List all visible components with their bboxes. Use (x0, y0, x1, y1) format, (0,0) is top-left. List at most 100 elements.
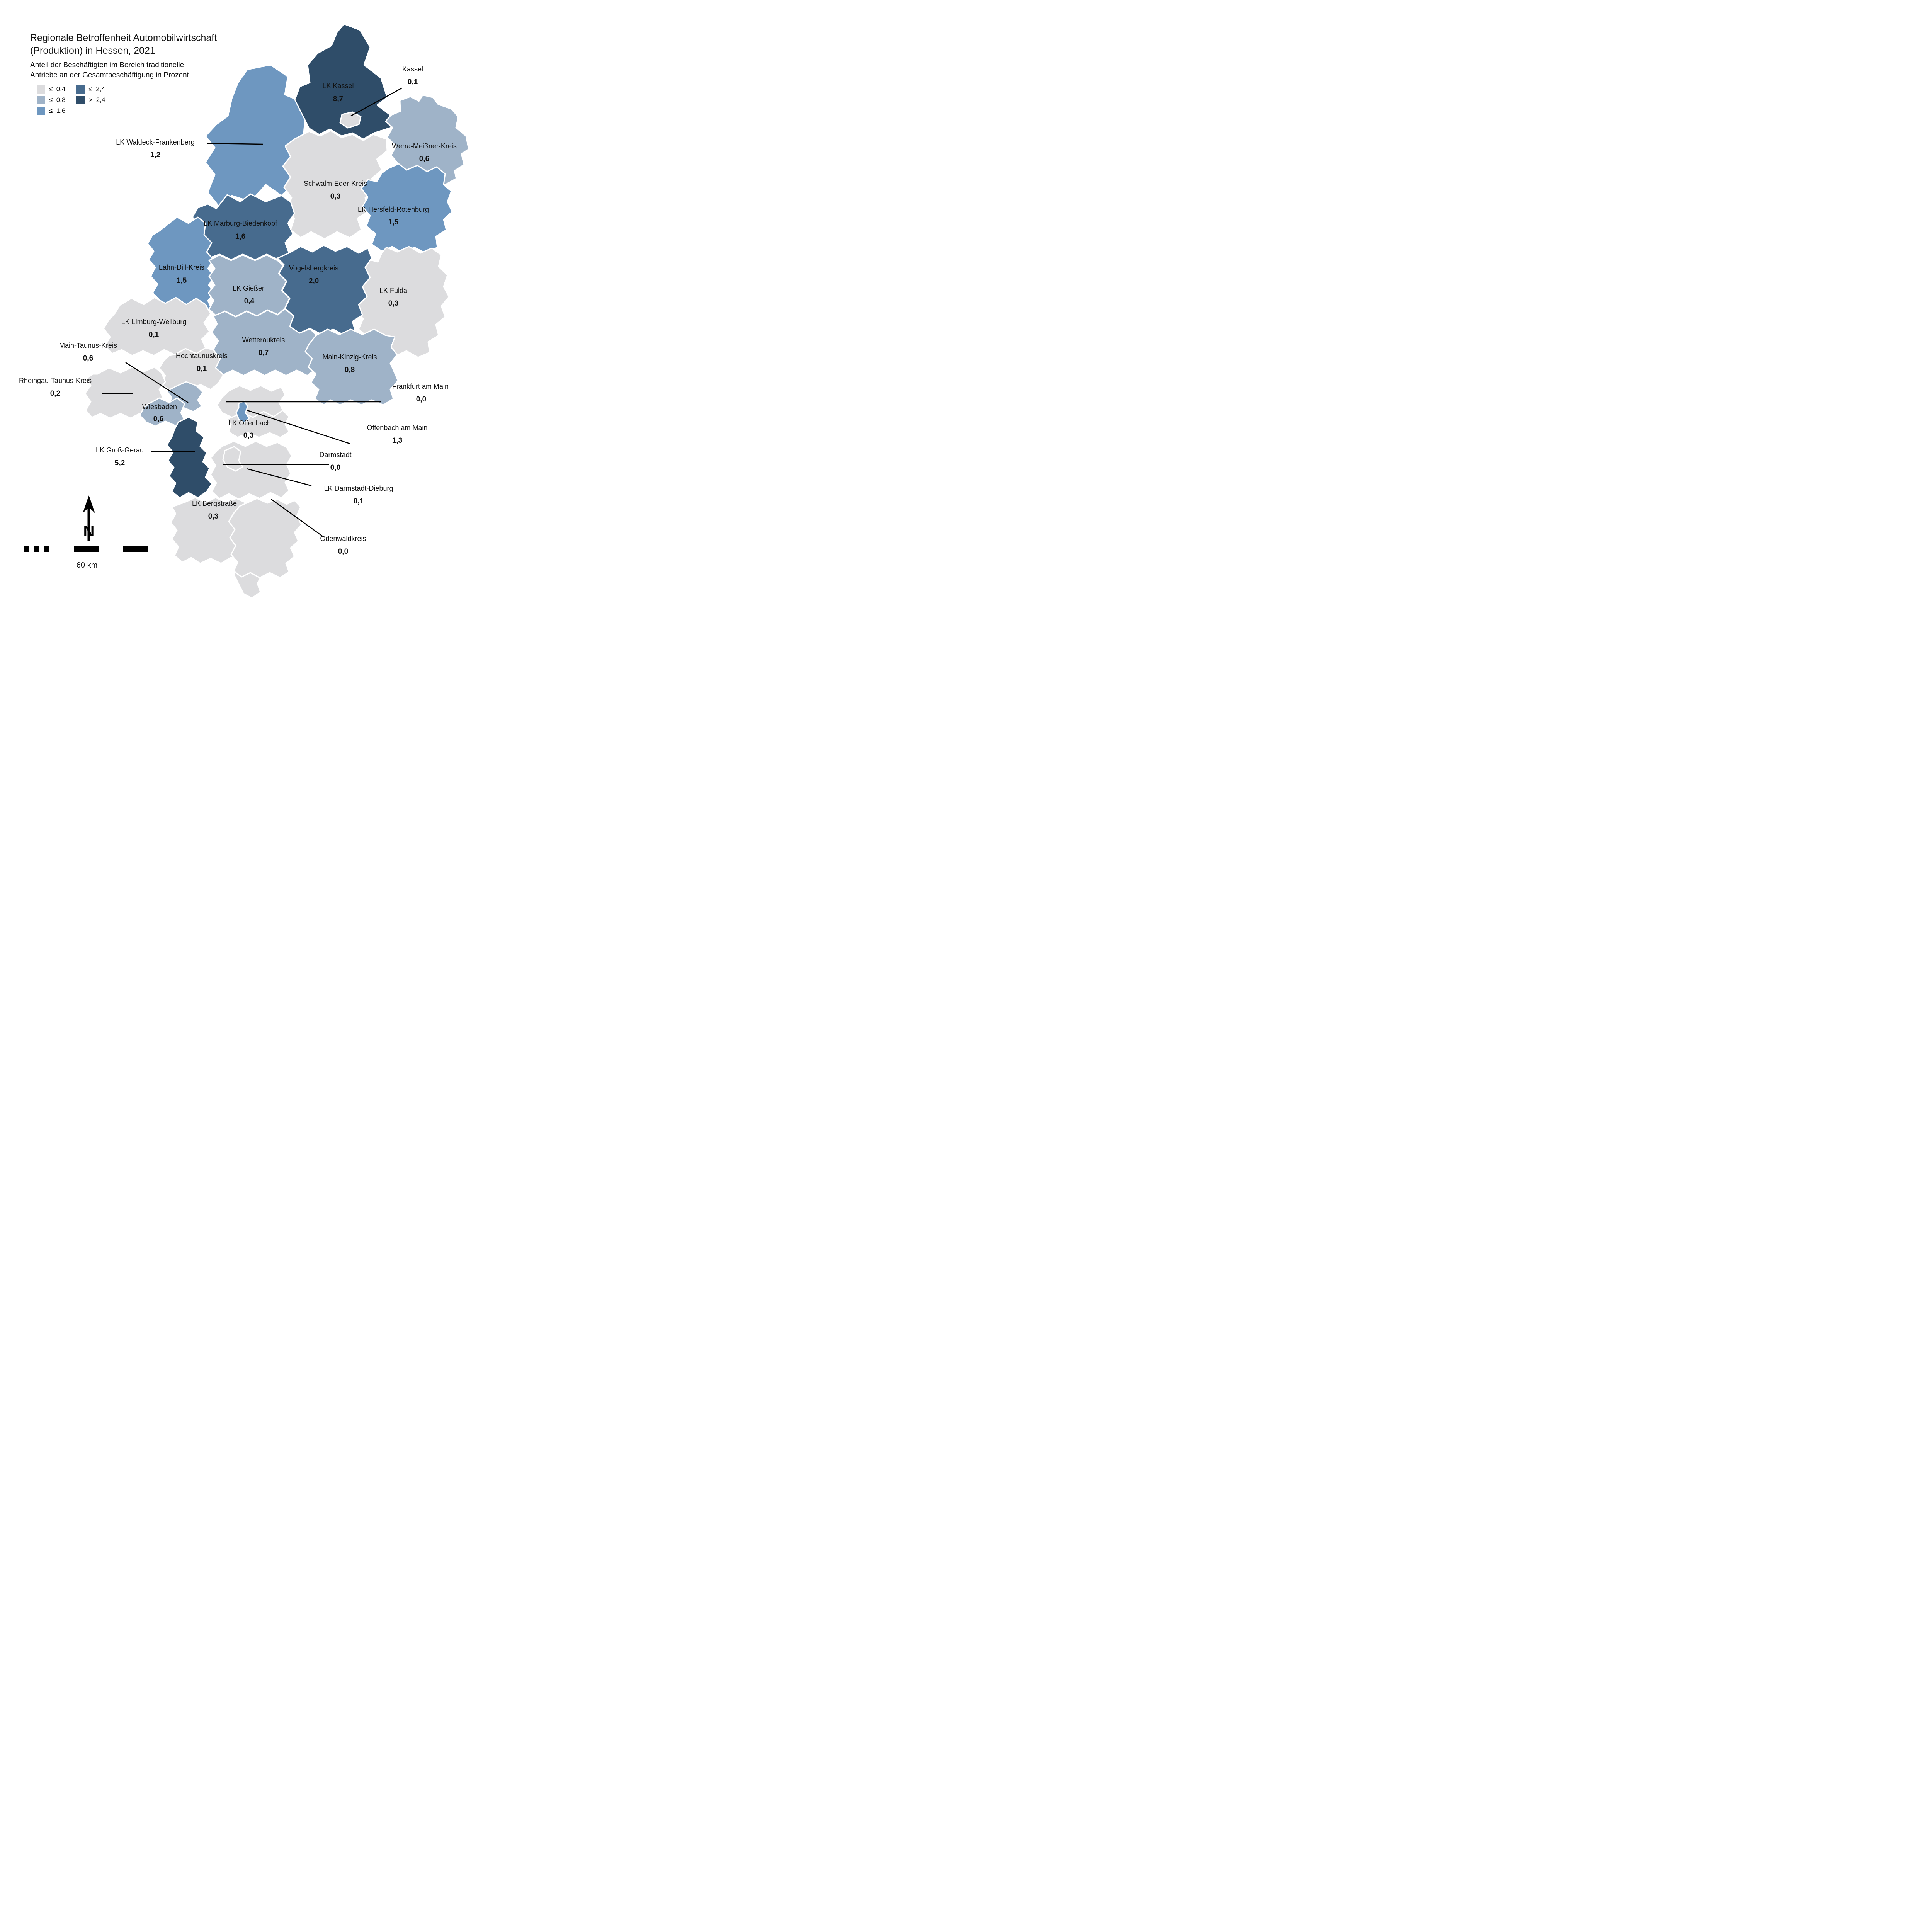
value-wetterau: 0,7 (259, 349, 269, 357)
label-marburg-biedenkopf: LK Marburg-Biedenkopf (204, 219, 277, 227)
leader-line-main-taunus (125, 362, 189, 403)
legend-item: ≤ 0,8 (37, 96, 65, 104)
district-main-kinzig (304, 328, 399, 406)
scale-bar-segment (24, 546, 29, 552)
scale-bar-segment (34, 546, 39, 552)
district-werra-meissner (385, 94, 469, 185)
label-limburg-weilburg: LK Limburg-Weilburg (121, 318, 187, 326)
leader-line-odenwald (271, 498, 324, 538)
page-title: Regionale Betroffenheit Automobilwirtsch… (30, 32, 217, 57)
legend-label-le-2-4: ≤ 2,4 (88, 85, 105, 93)
label-darmstadt-dieburg: LK Darmstadt-Dieburg (324, 485, 393, 492)
label-offenbach-stadt: Offenbach am Main (367, 424, 428, 432)
label-lk-kassel: LK Kassel (322, 82, 354, 90)
label-bergstrasse: LK Bergstraße (192, 500, 237, 507)
value-kassel-stadt: 0,1 (408, 78, 418, 86)
label-fulda: LK Fulda (379, 287, 408, 294)
label-lk-offenbach: LK Offenbach (228, 419, 271, 427)
value-hochtaunus: 0,1 (197, 365, 207, 373)
label-rheingau-taunus: Rheingau-Taunus-Kreis (19, 377, 92, 384)
scale-bar-segment (44, 546, 49, 552)
legend-item: > 2,4 (76, 96, 105, 104)
value-odenwald: 0,0 (338, 548, 348, 556)
value-lk-kassel: 8,7 (333, 95, 343, 103)
district-hochtaunus (158, 347, 224, 391)
legend-label-le-0-4: ≤ 0,4 (49, 85, 66, 93)
legend-swatch-gt-2-4 (76, 96, 85, 104)
value-frankfurt: 0,0 (416, 395, 426, 403)
legend-swatch-le-0-8 (37, 96, 45, 104)
legend-item: ≤ 2,4 (76, 85, 105, 94)
legend-swatch-le-2-4 (76, 85, 85, 94)
leader-line-kassel-stadt (350, 87, 402, 117)
leader-line-offenbach-stadt (247, 410, 350, 444)
value-darmstadt-stadt: 0,0 (330, 464, 340, 472)
district-lk-kassel (294, 23, 392, 140)
district-odenwald (228, 498, 302, 578)
value-main-taunus: 0,6 (83, 354, 93, 362)
legend-label-le-0-8: ≤ 0,8 (49, 96, 66, 104)
value-fulda: 0,3 (388, 299, 398, 308)
scale-bar-segment (123, 546, 148, 552)
value-offenbach-stadt: 1,3 (392, 437, 402, 445)
value-bergstrasse: 0,3 (208, 512, 218, 520)
district-schwalm-eder (282, 130, 388, 240)
label-waldeck-frankenberg: LK Waldeck-Frankenberg (116, 138, 194, 146)
label-main-taunus: Main-Taunus-Kreis (59, 342, 117, 349)
value-schwalm-eder: 0,3 (330, 192, 340, 201)
label-lahn-dill: Lahn-Dill-Kreis (159, 264, 204, 271)
value-rheingau-taunus: 0,2 (50, 389, 60, 398)
north-arrow-head (83, 495, 95, 513)
label-werra-meissner: Werra-Meißner-Kreis (392, 142, 457, 150)
label-darmstadt-stadt: Darmstadt (319, 451, 351, 459)
label-hochtaunus: Hochtaunuskreis (176, 352, 228, 360)
title-line-2: (Produktion) in Hessen, 2021 (30, 45, 155, 56)
leader-line-darmstadt-dieburg (246, 468, 312, 486)
scale-bar-label: 60 km (77, 561, 97, 570)
value-hersfeld-rotenburg: 1,5 (388, 218, 399, 226)
label-hersfeld-rotenburg: LK Hersfeld-Rotenburg (358, 206, 429, 213)
legend-swatch-le-0-4 (37, 85, 45, 94)
label-vogelsberg: Vogelsbergkreis (289, 264, 338, 272)
value-lk-offenbach: 0,3 (243, 432, 253, 440)
value-limburg-weilburg: 0,1 (149, 331, 159, 339)
label-wetterau: Wetteraukreis (242, 336, 285, 344)
north-arrow: N (83, 495, 95, 541)
title-line-1: Regionale Betroffenheit Automobilwirtsch… (30, 32, 217, 43)
scale-bar-segment (74, 546, 99, 552)
legend: ≤ 0,4 ≤ 0,8 ≤ 1,6 ≤ 2,4 > 2,4 (37, 85, 105, 115)
district-limburg-weilburg (103, 297, 211, 356)
legend-swatch-le-1-6 (37, 107, 45, 115)
value-vogelsberg: 2,0 (309, 277, 319, 285)
label-main-kinzig: Main-Kinzig-Kreis (322, 353, 377, 361)
value-giessen: 0,4 (244, 297, 255, 305)
district-gross-gerau (166, 417, 213, 498)
subtitle-line-2: Antriebe an der Gesamtbeschäftigung in P… (30, 71, 189, 79)
label-giessen: LK Gießen (233, 284, 266, 292)
district-offenbach-stadt (235, 400, 250, 424)
subtitle-line-1: Anteil der Beschäftigten im Bereich trad… (30, 61, 184, 69)
label-frankfurt: Frankfurt am Main (392, 383, 449, 390)
value-gross-gerau: 5,2 (115, 459, 125, 467)
label-wiesbaden: Wiesbaden (142, 403, 177, 411)
label-odenwald: Odenwaldkreis (320, 535, 366, 543)
legend-item: ≤ 1,6 (37, 107, 65, 115)
value-wiesbaden: 0,6 (153, 415, 163, 423)
value-werra-meissner: 0,6 (419, 155, 429, 163)
value-lahn-dill: 1,5 (177, 277, 187, 285)
hessen-choropleth-map: LK Kassel 8,7 Werra-Meißner-Kreis 0,6 Sc… (19, 23, 469, 599)
value-darmstadt-dieburg: 0,1 (354, 497, 364, 505)
map-page: LK Kassel 8,7 Werra-Meißner-Kreis 0,6 Sc… (0, 0, 563, 612)
legend-label-le-1-6: ≤ 1,6 (49, 107, 66, 114)
district-kassel-stadt (339, 111, 362, 129)
label-gross-gerau: LK Groß-Gerau (96, 446, 144, 454)
legend-label-gt-2-4: > 2,4 (88, 96, 105, 104)
legend-column-2: ≤ 2,4 > 2,4 (76, 85, 105, 115)
label-schwalm-eder: Schwalm-Eder-Kreis (304, 180, 367, 187)
value-waldeck-frankenberg: 1,2 (150, 151, 160, 159)
value-main-kinzig: 0,8 (345, 366, 355, 374)
label-kassel-stadt: Kassel (402, 65, 423, 73)
legend-item: ≤ 0,4 (37, 85, 65, 94)
scale-bar: 60 km (24, 546, 148, 570)
leader-line-waldeck-frankenberg (207, 143, 263, 145)
